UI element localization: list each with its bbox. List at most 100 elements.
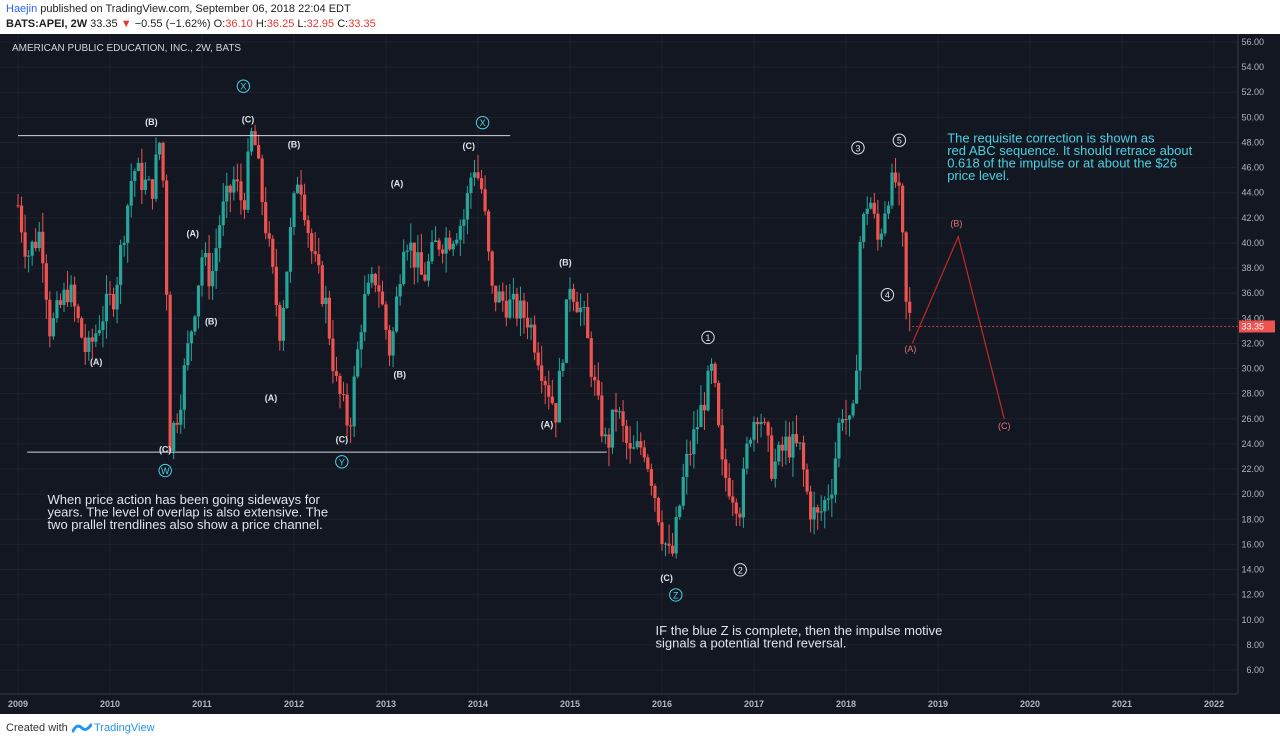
price-change: −0.55 (−1.62%) [134, 18, 211, 30]
candle-body [37, 231, 41, 249]
y-tick-label: 16.00 [1241, 539, 1264, 549]
candle-body [780, 444, 784, 451]
candle-body [724, 459, 728, 478]
candle-body [876, 213, 880, 240]
wave-circle [475, 115, 490, 130]
candle-body [441, 249, 445, 254]
candle-body [812, 507, 816, 520]
candle-body [380, 291, 385, 305]
y-tick-label: 32.00 [1241, 338, 1264, 348]
candle-body [543, 380, 547, 386]
candle-body [476, 172, 480, 179]
candle-body [897, 182, 901, 186]
candle-body [327, 297, 331, 339]
candle-body [561, 362, 565, 371]
wave-label: (B) [288, 140, 301, 150]
candle-body [646, 457, 650, 470]
candle-body [352, 376, 356, 427]
candle-body [575, 301, 579, 313]
time-axis[interactable] [0, 694, 1280, 714]
candle-body [363, 294, 367, 333]
candle-body [416, 252, 420, 268]
candle-body [27, 255, 31, 257]
wave-circle [669, 588, 683, 602]
candle-body [656, 498, 661, 523]
candle-body [398, 284, 402, 297]
author-link[interactable]: Haejin [6, 3, 38, 15]
y-tick-label: 40.00 [1241, 238, 1264, 248]
price-chart[interactable]: (B) (C) W (A) (A) (B) X (C) (B) (A) (C) Y (A) (B) X (C)… [0, 34, 1280, 714]
wave-label: X [480, 118, 486, 128]
candle-body [603, 434, 607, 437]
candle-body [395, 296, 399, 332]
candle-body [706, 370, 710, 411]
high-label: H: [255, 18, 267, 30]
candle-body [699, 404, 703, 428]
candle-body [557, 370, 561, 423]
x-tick-label: 2022 [1204, 699, 1224, 709]
candle-body [479, 178, 484, 190]
candle-body [674, 517, 678, 554]
candle-body [271, 238, 275, 267]
grid [0, 34, 1238, 694]
wave-label: (B) [950, 219, 962, 229]
candle-body [571, 288, 576, 302]
price-axis[interactable] [1238, 34, 1280, 714]
symbol-label: BATS:APEI, 2W [6, 18, 88, 30]
y-tick-label: 56.00 [1241, 37, 1264, 47]
x-tick-label: 2011 [192, 699, 212, 709]
candle-body [221, 201, 225, 226]
candle-body [653, 485, 657, 499]
candle-body [175, 422, 179, 425]
y-tick-label: 52.00 [1241, 87, 1264, 97]
candle-body [600, 395, 604, 437]
annotation-text: IF the blue Z is complete, then the impu… [656, 623, 943, 651]
candle-body [869, 202, 873, 209]
candle-body [324, 297, 328, 305]
candle-body [667, 543, 671, 546]
candle-body [508, 299, 512, 318]
tradingview-brand-link[interactable]: TradingView [94, 722, 155, 734]
candle-body [373, 273, 377, 286]
wave-circle [335, 455, 349, 469]
candle-body [203, 252, 208, 258]
candle-body [196, 285, 201, 317]
wave-label: (C) [336, 435, 349, 445]
candle-body [331, 338, 335, 372]
y-tick-label: 48.00 [1241, 137, 1264, 147]
candle-body [872, 202, 876, 214]
candle-body [356, 349, 360, 377]
wave-label: (A) [541, 420, 554, 430]
candle-body [122, 242, 126, 245]
candle-body [111, 294, 116, 310]
y-tick-label: 12.00 [1241, 590, 1264, 600]
candle-body [826, 498, 830, 500]
candle-body [317, 254, 321, 266]
x-tick-label: 2009 [8, 699, 28, 709]
candle-body [614, 409, 618, 412]
candle-body [628, 443, 632, 449]
candle-body [154, 154, 158, 199]
x-tick-label: 2013 [376, 699, 396, 709]
candle-body [685, 453, 689, 477]
candle-body [30, 241, 34, 256]
candle-body [207, 252, 211, 287]
candle-body [34, 241, 38, 249]
last-price-tag [1239, 320, 1275, 333]
candle-body [642, 447, 646, 458]
y-tick-label: 6.00 [1246, 665, 1264, 675]
candle-body [104, 293, 109, 322]
time-axis-ticks: 2009 2010 2011 2012 2013 2014 2015 2016 2017 2018… [8, 699, 1224, 709]
candle-body [189, 331, 193, 344]
candle-body [69, 284, 73, 303]
candle-body [858, 241, 862, 371]
candle-body [709, 363, 714, 371]
abc-projection-line [911, 234, 1005, 419]
candle-body [419, 252, 423, 275]
candle-body [579, 307, 583, 313]
publish-info: published on TradingView.com, September … [40, 3, 351, 15]
x-tick-label: 2010 [100, 699, 120, 709]
candle-body [370, 273, 374, 283]
candle-body [550, 396, 554, 404]
candle-body [840, 419, 845, 423]
